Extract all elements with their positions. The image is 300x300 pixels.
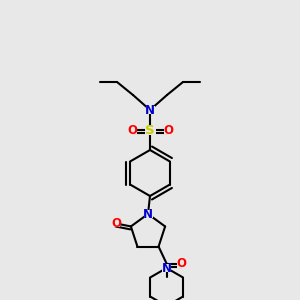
- Text: N: N: [162, 262, 172, 275]
- FancyBboxPatch shape: [143, 210, 152, 218]
- FancyBboxPatch shape: [164, 126, 172, 134]
- Text: N: N: [145, 103, 155, 116]
- Text: O: O: [163, 124, 173, 136]
- FancyBboxPatch shape: [162, 264, 171, 272]
- Text: N: N: [143, 208, 153, 220]
- FancyBboxPatch shape: [177, 260, 186, 268]
- FancyBboxPatch shape: [111, 219, 120, 227]
- Text: O: O: [111, 217, 121, 230]
- FancyBboxPatch shape: [145, 125, 155, 134]
- Text: O: O: [127, 124, 137, 136]
- Text: O: O: [177, 257, 187, 270]
- FancyBboxPatch shape: [146, 106, 154, 114]
- FancyBboxPatch shape: [128, 126, 136, 134]
- Text: S: S: [145, 124, 155, 136]
